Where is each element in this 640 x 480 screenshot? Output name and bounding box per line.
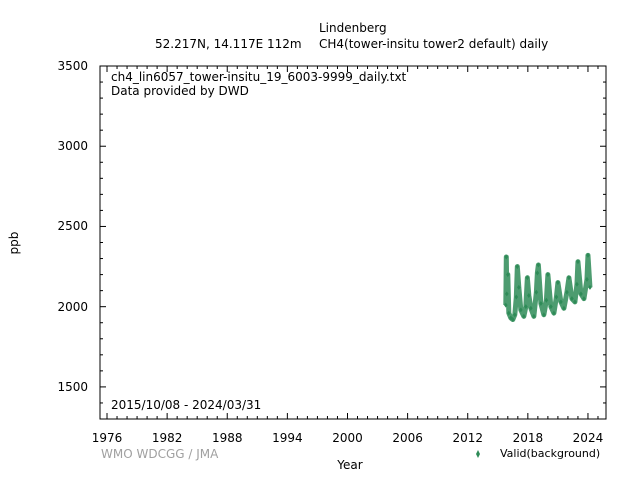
data-point [506, 272, 510, 278]
data-point [544, 297, 549, 303]
x-axis-label: Year [337, 458, 363, 472]
x-tick-label: 1994 [272, 431, 303, 445]
data-point [565, 289, 569, 295]
data-point [504, 302, 508, 308]
data-point [517, 284, 521, 290]
station-name: Lindenberg [319, 21, 387, 35]
data-point [556, 280, 560, 286]
data-point [505, 291, 509, 297]
data-point [588, 284, 592, 290]
axis-ticks [100, 65, 606, 419]
x-tick-label: 1988 [211, 431, 243, 445]
y-tick-label: 3500 [57, 59, 88, 73]
data-point [582, 296, 586, 302]
plot-frame [99, 65, 607, 420]
data-point [554, 294, 559, 300]
data-point [549, 304, 553, 310]
data-point [535, 270, 540, 276]
period-label: 2015/10/08 - 2024/03/31 [111, 398, 262, 412]
data-point [527, 292, 531, 298]
data-point [570, 296, 574, 302]
data-point [511, 317, 515, 323]
data-point [534, 289, 539, 295]
data-point [504, 254, 509, 260]
data-point [519, 307, 523, 313]
data-point [514, 294, 519, 300]
data-point [575, 281, 579, 287]
parameter-title: CH4(tower-insitu tower2 default) daily [319, 37, 549, 51]
filename-label: ch4_lin6057_tower-insitu_19_6003-9999_da… [111, 70, 407, 84]
x-tick-label: 1982 [151, 431, 183, 445]
data-points [503, 252, 593, 323]
x-tick-label: 2018 [512, 431, 544, 445]
data-point [513, 312, 517, 318]
y-tick-label: 1500 [57, 379, 88, 394]
credit-label: WMO WDCGG / JMA [101, 447, 219, 461]
data-point [536, 262, 541, 268]
x-tick-label: 2000 [332, 431, 363, 445]
data-point [524, 304, 528, 310]
data-point [567, 275, 571, 281]
x-tick-label: 1976 [91, 431, 123, 445]
data-point [559, 299, 563, 305]
legend: Valid(background) [468, 447, 608, 461]
y-tick-label: 2500 [57, 219, 88, 234]
data-point [539, 300, 543, 306]
data-point [546, 272, 550, 278]
data-point [522, 313, 526, 319]
data-point [579, 291, 583, 297]
data-point [525, 275, 530, 281]
data-point [576, 259, 580, 265]
legend-label: Valid(background) [500, 447, 601, 460]
data-point [507, 310, 511, 316]
data-point [542, 312, 546, 318]
x-tick-label: 2006 [392, 431, 423, 445]
station-location: 52.217N, 14.117E 112m [155, 37, 302, 51]
y-axis-label: ppb [7, 231, 21, 255]
data-point [515, 264, 520, 270]
provider-label: Data provided by DWD [111, 84, 249, 98]
data-point [586, 252, 590, 258]
y-tick-label: 2000 [57, 299, 88, 314]
y-tick-label: 3000 [57, 139, 88, 154]
x-tick-label: 2024 [572, 431, 604, 445]
data-point [585, 276, 589, 282]
data-point [532, 313, 536, 319]
legend-marker-icon [476, 450, 480, 458]
data-point [529, 305, 533, 311]
x-tick-label: 2012 [452, 431, 483, 445]
data-point [552, 310, 556, 316]
data-point [573, 299, 577, 305]
data-point [562, 305, 566, 311]
